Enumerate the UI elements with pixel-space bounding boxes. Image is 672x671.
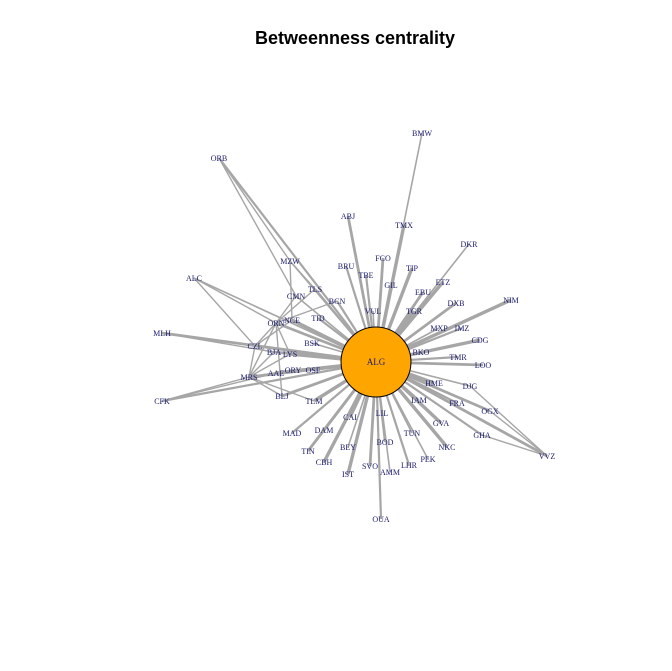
node-label-tbe: TBE [358,271,373,280]
edge-alg-cfk [161,360,377,403]
node-label-etz: ETZ [436,278,451,287]
edge-lys-mrs [248,353,291,378]
node-label-vul: VUL [365,307,382,316]
node-label-bko: BKO [413,348,430,357]
node-label-tlm: TLM [306,397,323,406]
hub-node: ALG [340,326,412,398]
node-label-cdg: CDG [472,336,489,345]
node-label-loo: LOO [475,361,492,370]
node-label-bmw: BMW [412,129,432,138]
node-label-vvz: VVZ [539,452,556,461]
node-label-osf: OSF [306,366,321,375]
edge-bja-mrs [248,351,275,378]
edge-tls-orn [275,288,316,324]
node-label-mad: MAD [283,429,302,438]
edge-mrs-blj [248,376,283,397]
node-label-nim: NIM [503,296,519,305]
edge-orn-czl [254,322,277,347]
node-label-cbh: CBH [316,458,333,467]
edge-djg-vvz [469,385,548,457]
node-label-tgr: TGR [406,307,423,316]
node-label-fra: FRA [449,399,465,408]
node-label-dam: DAM [315,426,334,435]
node-label-dkr: DKR [461,240,479,249]
node-label-tmr: TMR [449,353,467,362]
edge-orn-mrs [248,322,277,378]
node-label-abj: ABJ [341,212,355,221]
node-label-gha: GHA [473,431,491,440]
node-label-tls: TLS [308,285,322,294]
edge-alg-orb [218,157,377,363]
node-label-fco: FCO [375,254,391,263]
node-label-alc: ALC [186,274,202,283]
node-label-ogx: OGX [481,407,499,416]
edge-czl-mrs [248,345,256,378]
node-label-orn: ORN [268,319,285,328]
node-label-bcn: BCN [329,297,346,306]
node-label-gva: GVA [433,419,450,428]
node-label-gil: GIL [384,281,397,290]
node-label-lil: LIL [376,409,389,418]
node-label-tid: TID [311,314,325,323]
node-label-nce: NCE [284,316,300,325]
node-label-ist: IST [342,470,354,479]
node-label-cai: CAI [343,413,357,422]
node-label-cfk: CFK [154,397,170,406]
edge-cmn-orn [275,295,297,324]
labels-layer: BMW ORB ABJ TMX DKR BRU FCO TIP MZW TBE GIL ETZ ALC T… [153,129,555,524]
node-label-mlh: MLH [153,329,171,338]
node-label-mxp: MXP [430,324,448,333]
edges-layer [161,132,548,520]
node-label-bsk: BSK [304,339,320,348]
node-label-blj: BLJ [275,392,288,401]
node-label-lys: LYS [283,350,297,359]
node-label-hme: HME [425,379,443,388]
node-label-mzw: MZW [280,257,300,266]
node-label-bod: BOD [377,438,394,447]
node-label-bey: BEY [340,443,356,452]
edge-alc-orn [193,277,277,324]
node-label-czl: CZL [247,342,262,351]
node-label-tin: TIN [301,447,315,456]
edge-alc-czl [193,277,256,347]
hub-circle [340,326,412,398]
hub-label: ALG [367,357,386,367]
node-label-cmn: CMN [287,292,305,301]
chart-title: Betweenness centrality [254,28,456,48]
node-label-tun: TUN [404,429,421,438]
node-label-lhr: LHR [401,461,418,470]
node-label-pek: PEK [420,455,435,464]
node-label-ory: ORY [285,366,302,375]
node-label-mrs: MRS [241,373,258,382]
node-label-nkc: NKC [439,443,456,452]
node-label-dxb: DXB [448,299,465,308]
node-label-ebu: EBU [415,288,431,297]
node-label-orb: ORB [211,154,227,163]
edge-nce-czl [254,319,293,347]
node-label-tmx: TMX [395,221,413,230]
node-label-oua: OUA [372,515,390,524]
node-label-aae: AAE [268,369,285,378]
edge-gha-vvz [481,434,548,457]
node-label-svo: SVO [362,462,378,471]
node-label-amm: AMM [380,468,400,477]
node-label-imz: IMZ [455,324,470,333]
node-label-bru: BRU [338,262,355,271]
edge-cfk-aae [161,372,277,402]
node-label-iam: IAM [411,396,427,405]
edge-ogx-vvz [489,410,548,457]
edge-orb-cmn [218,157,297,297]
node-label-bja: BJA [267,348,281,357]
node-label-djg: DJG [463,382,478,391]
node-label-tip: TIP [406,264,419,273]
